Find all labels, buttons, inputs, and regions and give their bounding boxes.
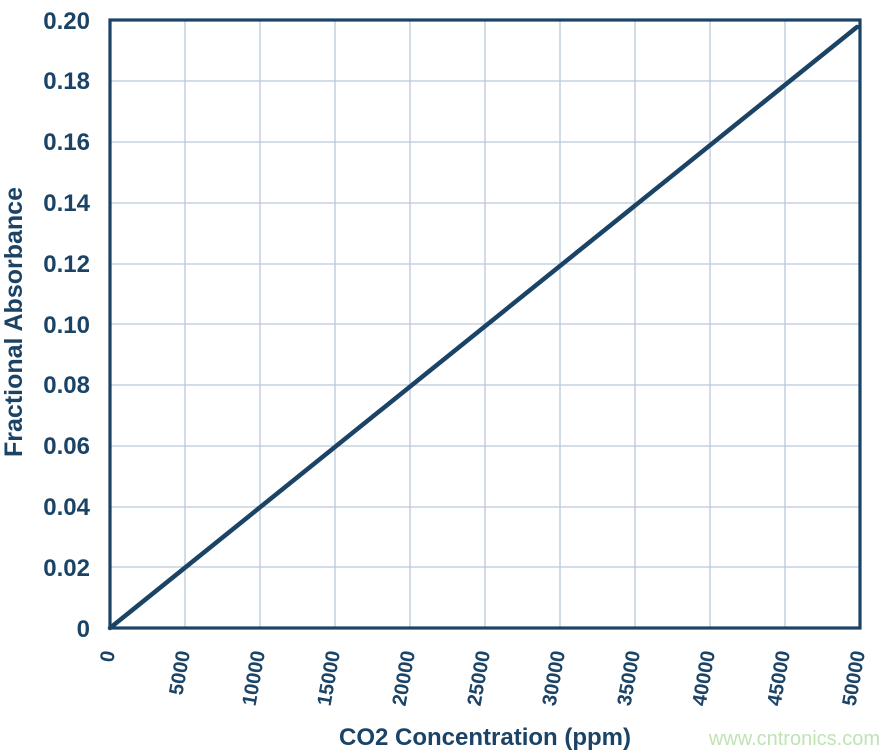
svg-text:5000: 5000 [166, 649, 195, 697]
svg-text:40000: 40000 [689, 649, 720, 708]
svg-text:0.02: 0.02 [43, 555, 90, 582]
svg-text:0.20: 0.20 [43, 8, 90, 35]
svg-text:0.06: 0.06 [43, 433, 90, 460]
svg-text:20000: 20000 [389, 649, 420, 708]
svg-text:0: 0 [77, 616, 90, 643]
svg-text:25000: 25000 [464, 649, 495, 708]
svg-text:0.08: 0.08 [43, 372, 90, 399]
svg-text:45000: 45000 [764, 649, 795, 708]
svg-text:35000: 35000 [614, 649, 645, 708]
svg-text:10000: 10000 [239, 649, 270, 708]
svg-text:0.12: 0.12 [43, 251, 90, 278]
svg-text:www.cntronics.com: www.cntronics.com [708, 728, 880, 750]
svg-text:0.16: 0.16 [43, 129, 90, 156]
svg-text:15000: 15000 [314, 649, 345, 708]
svg-text:30000: 30000 [539, 649, 570, 708]
svg-text:0.10: 0.10 [43, 312, 90, 339]
svg-text:0.04: 0.04 [43, 494, 90, 521]
svg-text:CO2 Concentration (ppm): CO2 Concentration (ppm) [339, 724, 631, 751]
svg-text:50000: 50000 [839, 649, 870, 708]
svg-text:Fractional Absorbance: Fractional Absorbance [0, 187, 28, 457]
svg-text:0.14: 0.14 [43, 190, 90, 217]
svg-text:0.18: 0.18 [43, 68, 90, 95]
svg-text:0: 0 [96, 649, 120, 664]
